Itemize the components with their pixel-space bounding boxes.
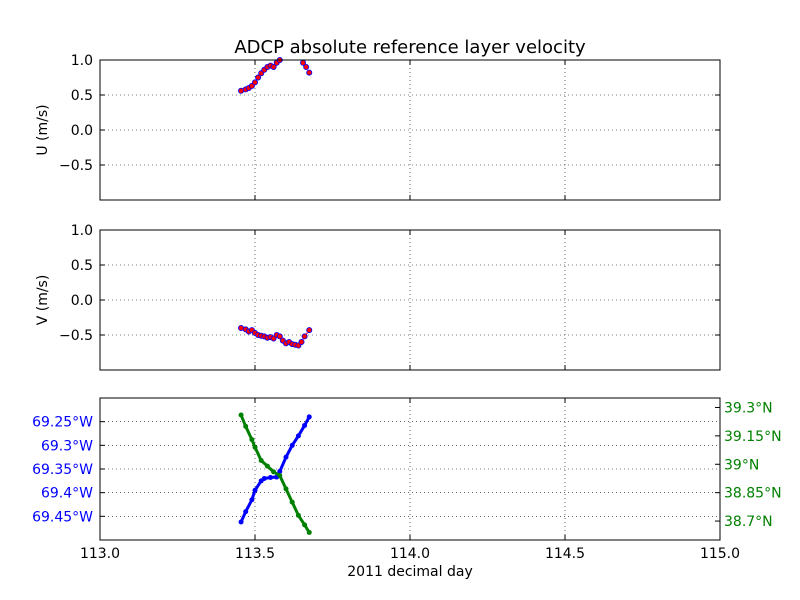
y-tick-label-left: 69.25°W (32, 415, 93, 431)
axes-frame (99, 397, 721, 541)
y-tick-label: 1.0 (71, 223, 93, 239)
longitude-point (238, 519, 244, 525)
latitude-point (306, 529, 312, 535)
longitude-point (289, 442, 295, 448)
x-axis-label: 2011 decimal day (347, 564, 472, 580)
latitude-point (264, 463, 270, 469)
latitude-point (249, 437, 255, 443)
v-point (298, 338, 305, 345)
latitude-point (258, 457, 264, 463)
y-tick-label-right: 38.85°N (724, 486, 782, 502)
longitude-point (283, 454, 289, 460)
y-tick-label-right: 39°N (724, 457, 759, 473)
u-point (251, 79, 258, 86)
u-point (270, 64, 277, 71)
panel-v: 1.0 0.5 0.0 −0.5 (59, 223, 721, 371)
y-tick-label: 0.0 (71, 293, 93, 309)
y-tick-label: 1.0 (71, 53, 93, 69)
y-tick-label-left: 69.45°W (32, 509, 93, 525)
y-tick-label-left: 69.35°W (32, 462, 93, 478)
latitude-point (271, 469, 277, 475)
x-tick-label: 115.0 (700, 546, 740, 562)
longitude-point (295, 433, 301, 439)
longitude-point (261, 475, 267, 481)
latitude-point (302, 522, 308, 528)
latitude-point (283, 486, 289, 492)
y-axis-label-v: V (m/s) (35, 275, 51, 326)
panel-u: 1.0 0.5 0.0 −0.5 (59, 53, 721, 201)
y-tick-label: 0.0 (71, 123, 93, 139)
y-tick-label: −0.5 (59, 158, 93, 174)
latitude-point (289, 499, 295, 505)
longitude-point (277, 468, 283, 474)
axes-frame (99, 229, 721, 371)
latitude-point (277, 473, 283, 479)
y-tick-label-right: 38.7°N (724, 514, 773, 530)
v-point (306, 327, 313, 334)
axes-frame (99, 59, 721, 201)
v-point (276, 333, 283, 340)
x-tick-label: 114.5 (545, 546, 585, 562)
panel-position: 69.25°W 69.3°W 69.35°W 69.4°W 69.45°W 39.3°N 3… (32, 397, 782, 562)
v-point (301, 333, 308, 340)
y-tick-label: 0.5 (71, 88, 93, 104)
x-tick-label: 114.0 (390, 546, 430, 562)
latitude-point (243, 423, 249, 429)
longitude-point (252, 487, 258, 493)
y-tick-label: −0.5 (59, 328, 93, 344)
latitude-point (295, 512, 301, 518)
y-tick-label: 0.5 (71, 258, 93, 274)
latitude-point (252, 444, 258, 450)
y-tick-label-right: 39.3°N (724, 400, 773, 416)
longitude-point (302, 422, 308, 428)
u-point (255, 74, 262, 81)
u-point (306, 69, 313, 76)
y-tick-label-left: 69.4°W (41, 486, 93, 502)
longitude-point (268, 475, 273, 481)
longitude-point (249, 497, 255, 503)
longitude-point (306, 414, 312, 420)
x-tick-label: 113.5 (235, 546, 275, 562)
longitude-point (243, 509, 249, 515)
x-tick-label: 113.0 (80, 546, 120, 562)
y-tick-label-right: 39.15°N (724, 429, 782, 445)
y-axis-label-u: U (m/s) (35, 104, 51, 155)
chart-title: ADCP absolute reference layer velocity (234, 37, 586, 58)
latitude-point (238, 412, 244, 418)
u-point (303, 64, 310, 71)
y-tick-label-left: 69.3°W (41, 438, 93, 454)
